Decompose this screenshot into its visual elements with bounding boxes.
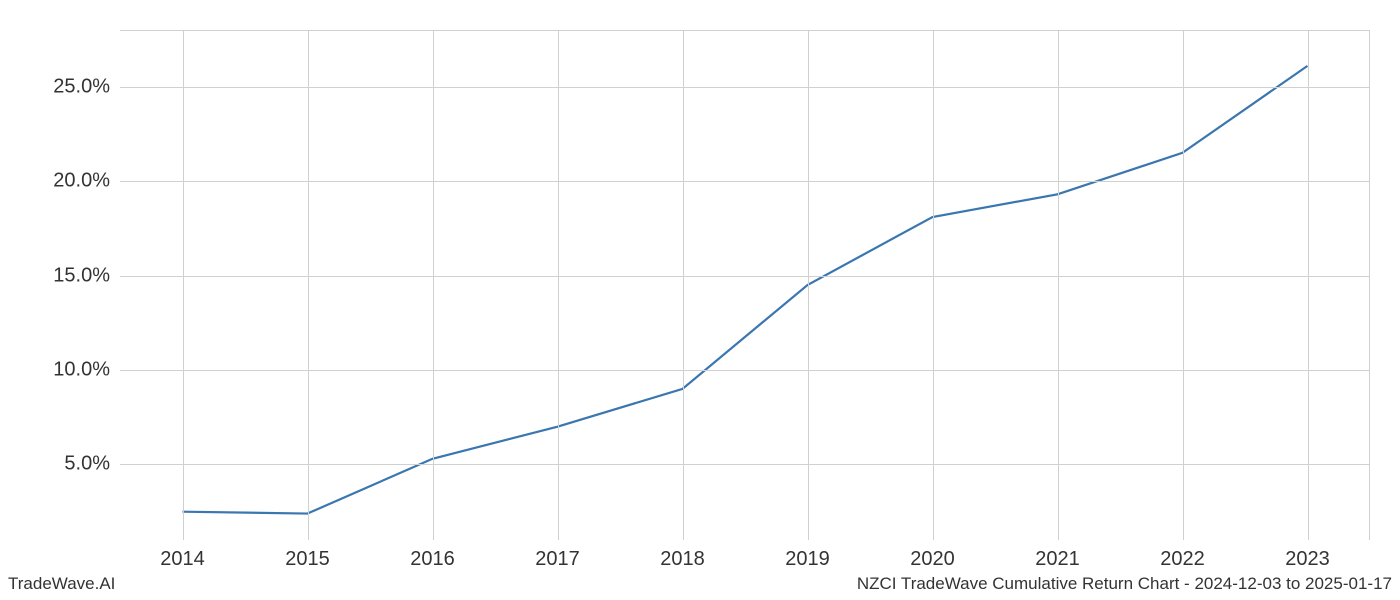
x-tick-label: 2020 xyxy=(910,548,955,571)
y-tick-label: 10.0% xyxy=(30,359,110,382)
grid-line-horizontal xyxy=(120,181,1370,182)
y-tick-label: 15.0% xyxy=(30,264,110,287)
footer-right-text: NZCI TradeWave Cumulative Return Chart -… xyxy=(857,574,1392,594)
x-tick-label: 2016 xyxy=(410,548,455,571)
x-tick-label: 2021 xyxy=(1035,548,1080,571)
grid-line-horizontal xyxy=(120,87,1370,88)
chart-plot-area xyxy=(120,30,1370,540)
grid-line-horizontal xyxy=(120,464,1370,465)
grid-line-horizontal xyxy=(120,370,1370,371)
x-tick-label: 2023 xyxy=(1285,548,1330,571)
y-tick-label: 20.0% xyxy=(30,170,110,193)
grid-line-horizontal xyxy=(120,276,1370,277)
x-tick-label: 2022 xyxy=(1160,548,1205,571)
y-tick-label: 25.0% xyxy=(30,75,110,98)
y-tick-label: 5.0% xyxy=(30,453,110,476)
footer-left-text: TradeWave.AI xyxy=(8,574,115,594)
x-tick-label: 2014 xyxy=(160,548,205,571)
x-tick-label: 2018 xyxy=(660,548,705,571)
x-tick-label: 2019 xyxy=(785,548,830,571)
x-tick-label: 2015 xyxy=(285,548,330,571)
x-tick-label: 2017 xyxy=(535,548,580,571)
